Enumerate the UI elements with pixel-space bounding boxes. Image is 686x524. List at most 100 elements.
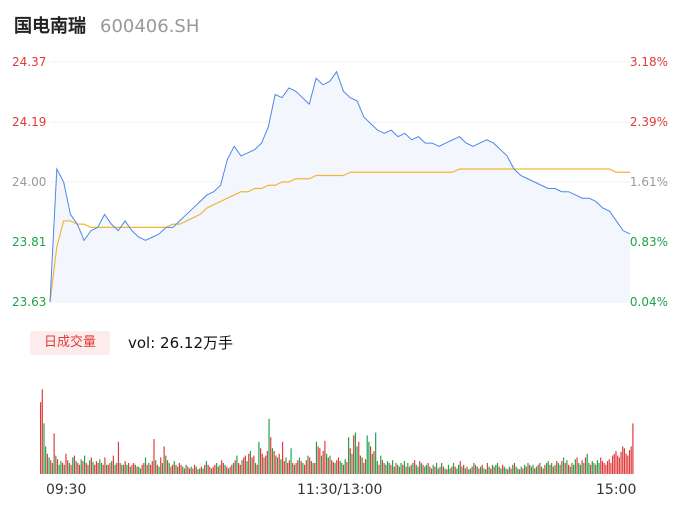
- volume-bar: [353, 435, 355, 474]
- volume-bar: [480, 466, 482, 474]
- volume-bar: [442, 466, 444, 474]
- volume-bar: [349, 448, 351, 474]
- volume-bar: [128, 462, 130, 474]
- volume-bar: [285, 457, 287, 474]
- volume-bar: [578, 462, 580, 474]
- volume-bar: [177, 466, 179, 474]
- volume-bar: [610, 462, 612, 474]
- volume-bar: [579, 464, 582, 474]
- volume-bar: [51, 462, 54, 474]
- volume-bar: [632, 423, 634, 474]
- volume-bar: [337, 457, 340, 474]
- volume-bar: [498, 466, 500, 474]
- volume-bar: [119, 462, 121, 474]
- volume-bar: [466, 466, 468, 474]
- volume-bar: [471, 466, 473, 474]
- volume-bar: [551, 462, 553, 474]
- volume-bar: [305, 460, 307, 474]
- volume-bar: [200, 466, 202, 474]
- volume-bar: [529, 464, 531, 474]
- volume-bar: [304, 464, 306, 474]
- volume-bar: [172, 464, 174, 474]
- volume-bar: [388, 462, 390, 474]
- volume-bar: [109, 462, 111, 474]
- volume-bar: [106, 464, 108, 474]
- volume-bar: [122, 464, 125, 474]
- volume-bar: [80, 459, 82, 474]
- volume-bar: [414, 460, 416, 474]
- volume-bar: [63, 464, 65, 474]
- price-area: [50, 71, 630, 302]
- volume-bar: [97, 462, 99, 474]
- volume-bar: [380, 455, 382, 474]
- volume-bar: [469, 468, 472, 474]
- volume-bar: [288, 460, 290, 474]
- volume-bar: [244, 455, 246, 474]
- volume-bar: [342, 464, 345, 474]
- volume-bar: [300, 461, 302, 474]
- volume-bar: [214, 464, 216, 474]
- volume-bar: [400, 462, 402, 474]
- volume-bar: [219, 464, 221, 474]
- volume-bar: [55, 455, 57, 474]
- volume-bar: [258, 441, 260, 474]
- volume-bar: [175, 464, 177, 474]
- volume-bar: [522, 468, 524, 474]
- volume-bar: [146, 464, 148, 474]
- volume-bar: [490, 468, 492, 474]
- volume-bar: [207, 464, 209, 474]
- volume-bar: [446, 469, 448, 474]
- volume-bar: [532, 464, 534, 474]
- volume-bar: [576, 457, 578, 474]
- volume-bar: [403, 461, 406, 474]
- volume-bar: [600, 457, 602, 474]
- volume-bar: [107, 464, 109, 474]
- volume-bar: [429, 466, 431, 474]
- volume-bar: [556, 461, 558, 474]
- volume-summary: vol: 26.12万手: [128, 334, 233, 352]
- volume-bar: [297, 460, 299, 474]
- volume-bar: [134, 464, 136, 474]
- volume-bar: [84, 455, 86, 474]
- volume-bar: [395, 462, 397, 474]
- volume-bar: [439, 466, 441, 474]
- volume-bar: [603, 462, 605, 474]
- volume-bar: [273, 451, 275, 474]
- volume-bar: [618, 457, 620, 474]
- volume-bar: [605, 464, 607, 474]
- volume-bar: [161, 462, 164, 474]
- volume-bar: [92, 462, 94, 474]
- volume-bar: [195, 466, 197, 474]
- volume-bar: [432, 464, 434, 474]
- volume-bar: [473, 462, 475, 474]
- volume-bar: [620, 451, 622, 474]
- volume-bar: [260, 448, 262, 474]
- volume-bar: [178, 462, 180, 474]
- volume-bar: [444, 468, 446, 474]
- volume-bar: [366, 435, 368, 474]
- volume-bar: [158, 466, 160, 474]
- volume-bar: [334, 462, 336, 474]
- volume-bar: [420, 462, 422, 474]
- volume-bar: [287, 462, 289, 474]
- volume-bar: [468, 469, 470, 474]
- volume-bar: [586, 453, 588, 474]
- stock-name: 国电南瑞: [14, 16, 86, 37]
- volume-bar: [329, 455, 331, 474]
- volume-bar: [234, 460, 236, 474]
- volume-bar: [290, 448, 292, 474]
- volume-bar: [89, 460, 91, 474]
- volume-bar: [151, 461, 153, 474]
- volume-bar: [447, 464, 450, 474]
- volume-bar: [168, 462, 170, 474]
- volume-bar: [131, 464, 133, 474]
- volume-bar: [327, 457, 329, 474]
- volume-bar: [547, 461, 549, 474]
- volume-bar: [293, 464, 296, 474]
- volume-bar: [58, 464, 60, 474]
- volume-bar: [194, 464, 196, 474]
- volume-bar: [348, 437, 350, 474]
- volume-bar: [513, 462, 516, 474]
- volume-tab[interactable]: 日成交量: [30, 331, 110, 355]
